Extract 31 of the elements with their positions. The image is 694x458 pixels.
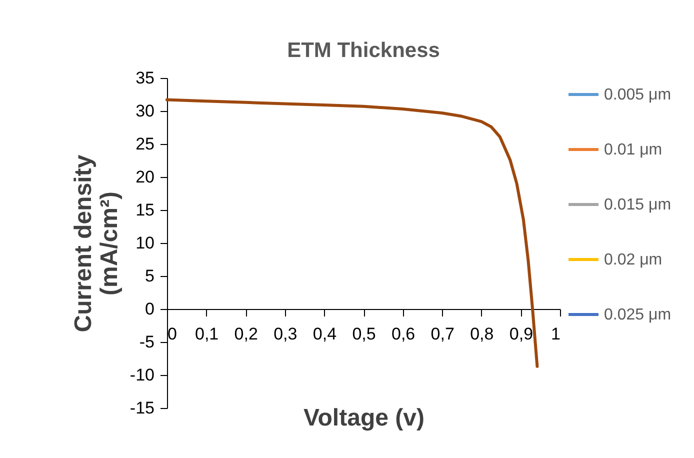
legend-label: 0.01 μm (604, 142, 662, 158)
x-tick-label: 0,5 (352, 324, 376, 344)
y-tick-label: 25 (136, 134, 154, 154)
x-tick-label: 0,1 (194, 324, 219, 344)
x-tick-label: 0,6 (391, 324, 416, 344)
line-series (166, 98, 539, 368)
y-tick-label: -15 (130, 398, 154, 418)
legend-label: 0.015 μm (604, 196, 672, 214)
y-tick-label: 35 (136, 68, 154, 88)
y-tick-label: 15 (136, 200, 154, 220)
x-tick-label: 0,7 (430, 324, 454, 344)
x-axis-title: Voltage (v) (304, 404, 424, 432)
legend-label: 0.025 μm (604, 306, 672, 324)
legend-label: 0.005 μm (604, 86, 672, 104)
x-tick-label: 0,3 (274, 324, 298, 344)
x-tick-label: 1 (551, 324, 560, 344)
y-axis-title: Current density (mA/cm²) (70, 154, 123, 332)
y-tick-label: -10 (130, 366, 154, 384)
x-tick-label: 0 (168, 324, 177, 344)
x-tick-label: 0,4 (312, 324, 337, 344)
y-tick-label: 5 (145, 266, 154, 286)
y-tick-label: -5 (139, 332, 154, 352)
y-tick-label: 0 (145, 300, 154, 318)
y-tick-label: 20 (136, 168, 154, 186)
y-tick-label: 30 (136, 102, 154, 120)
legend-label: 0.02 μm (604, 252, 662, 268)
x-tick-label: 0,9 (509, 324, 534, 344)
x-tick-label: 0,8 (470, 324, 494, 344)
chart-title: ETM Thickness (287, 39, 440, 62)
x-tick-label: 0,2 (234, 324, 258, 344)
y-tick-label: 10 (136, 234, 154, 252)
